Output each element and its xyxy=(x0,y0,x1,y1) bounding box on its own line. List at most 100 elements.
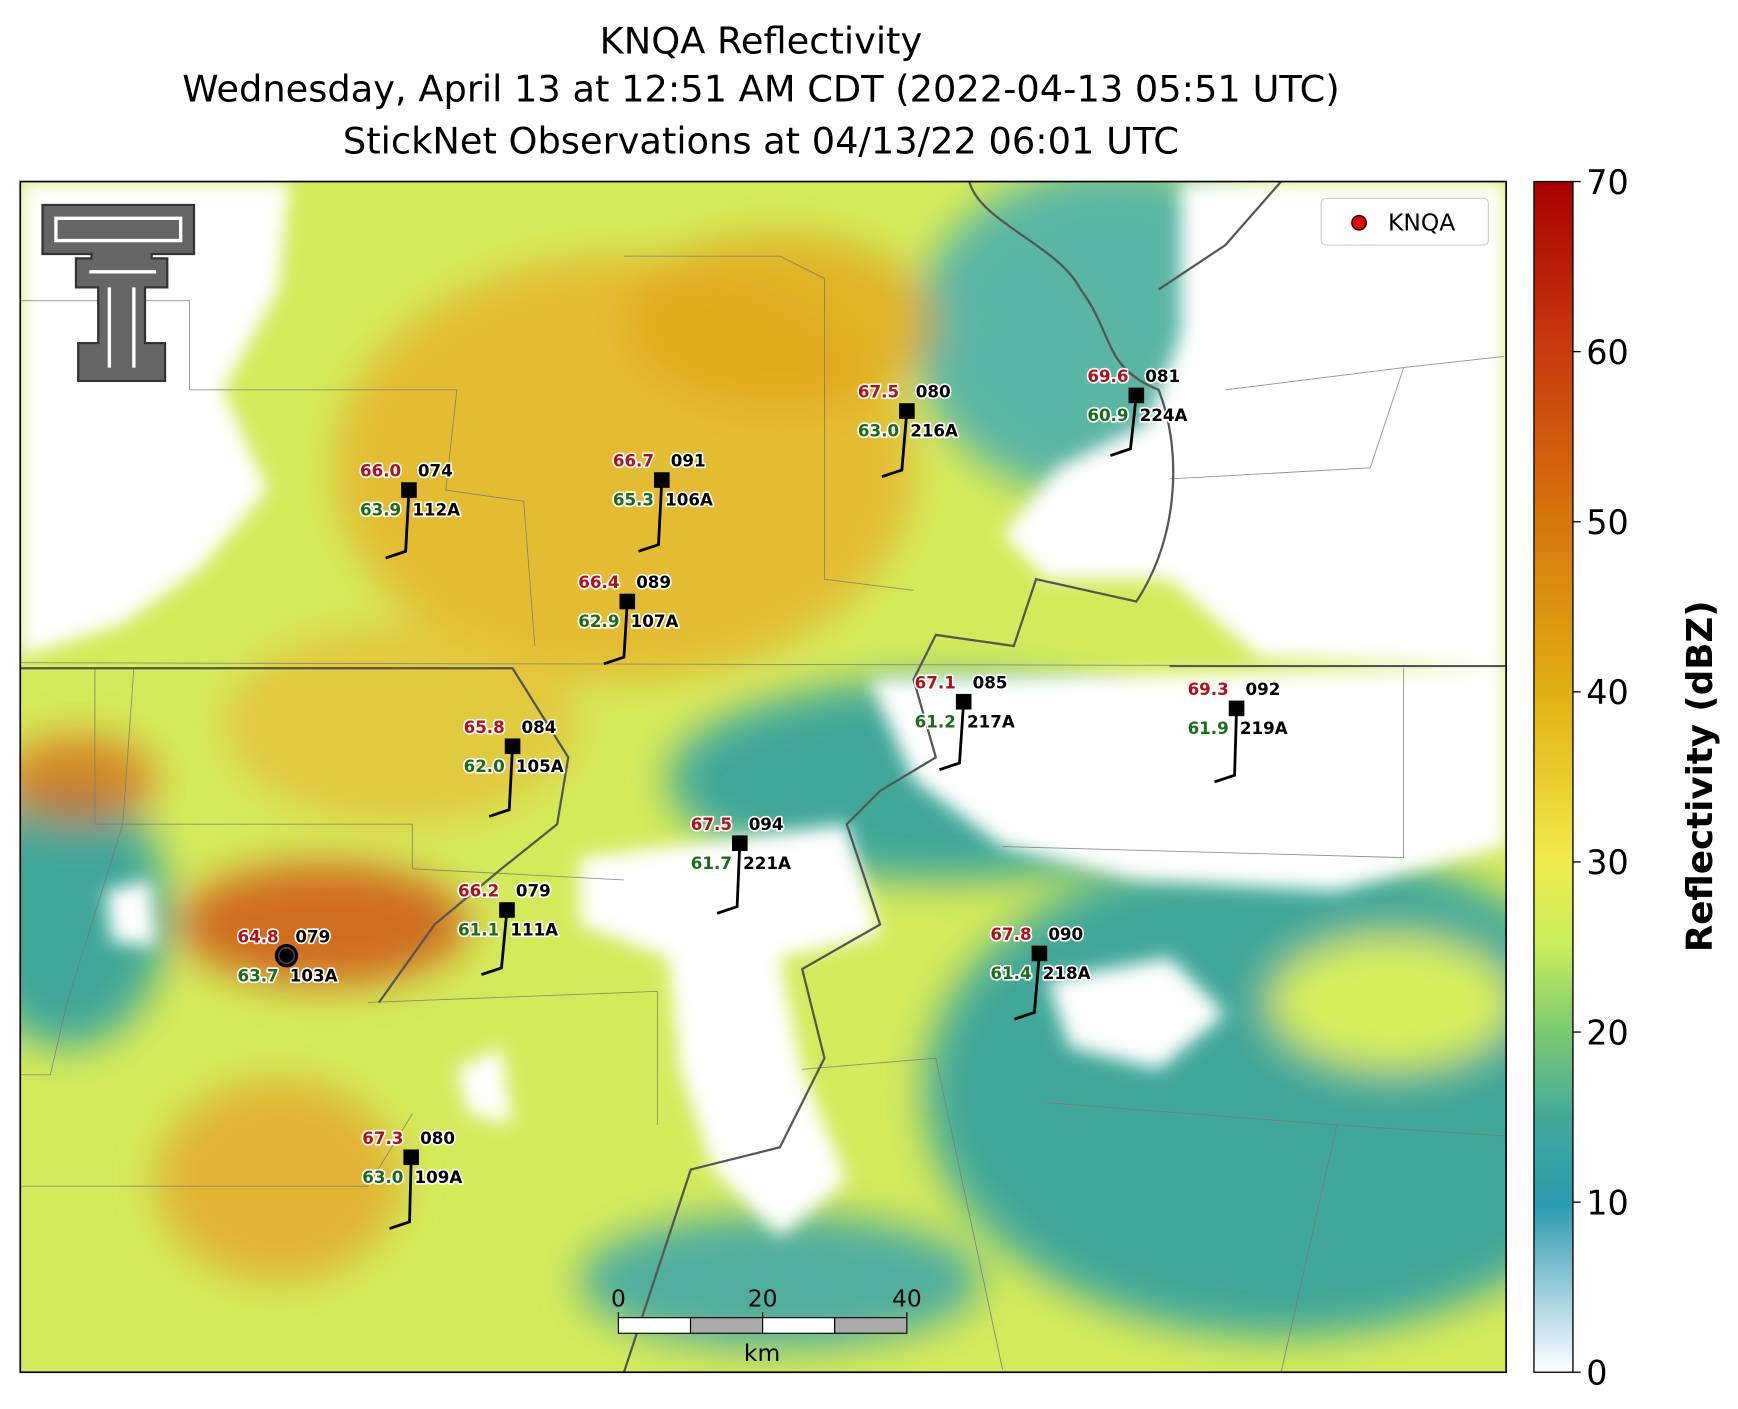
title-line: StickNet Observations at 04/13/22 06:01 … xyxy=(343,120,1179,163)
colorbar-tick-label: 10 xyxy=(1586,1183,1629,1222)
colorbar: Reflectivity (dBZ) 0 10 20 30 40 50 60 70 xyxy=(1533,163,1721,1392)
pressure: 085 xyxy=(973,672,1008,692)
scale-segment xyxy=(762,1317,836,1334)
legend: KNQA xyxy=(1320,197,1489,246)
station-id: 106A xyxy=(665,490,713,510)
legend-box xyxy=(1320,197,1489,246)
station-marker xyxy=(401,482,417,498)
station-marker xyxy=(654,472,670,488)
temperature: 66.7 xyxy=(613,451,654,471)
temperature: 67.1 xyxy=(915,672,956,692)
wind-barb xyxy=(481,909,509,976)
station-marker xyxy=(1031,945,1048,962)
dewpoint: 63.9 xyxy=(360,500,401,520)
scale-segment xyxy=(834,1317,908,1334)
pressure: 079 xyxy=(516,881,551,901)
station-id: 107A xyxy=(631,611,679,631)
colorbar-tick-label: 40 xyxy=(1586,673,1629,712)
temperature: 64.8 xyxy=(237,926,278,946)
pressure: 084 xyxy=(521,717,556,737)
legend-label: KNQA xyxy=(1388,209,1455,237)
temperature: 67.8 xyxy=(990,924,1031,944)
station-id: 217A xyxy=(967,711,1015,731)
scale-bar: km 0 20 40 xyxy=(611,1285,922,1368)
wind-barb xyxy=(385,490,411,560)
colorbar-tick-label: 50 xyxy=(1586,503,1629,542)
temperature: 69.3 xyxy=(1188,679,1229,699)
scale-unit: km xyxy=(744,1339,780,1367)
wind-barb xyxy=(939,701,966,771)
legend-marker xyxy=(1351,214,1367,231)
station-marker xyxy=(899,403,915,419)
wind-barb xyxy=(488,746,514,818)
wind-barb xyxy=(1013,953,1041,1021)
colorbar-tick-label: 60 xyxy=(1586,333,1629,372)
dewpoint: 65.3 xyxy=(613,490,654,510)
dewpoint: 61.4 xyxy=(990,963,1031,983)
station-id: 219A xyxy=(1240,718,1288,738)
pressure: 080 xyxy=(916,382,951,402)
map-frame xyxy=(19,180,1507,1374)
station-marker xyxy=(403,1149,420,1166)
station-id: 218A xyxy=(1043,963,1091,983)
wind-barb xyxy=(881,410,909,479)
scale-tick-label: 20 xyxy=(748,1285,778,1313)
dewpoint: 60.9 xyxy=(1087,405,1128,425)
station-id: 109A xyxy=(415,1167,463,1187)
temperature: 67.5 xyxy=(858,382,899,402)
wind-barb xyxy=(1214,708,1238,784)
station-id: 103A xyxy=(290,965,338,985)
pressure: 090 xyxy=(1048,924,1083,944)
temperature: 67.3 xyxy=(362,1128,403,1148)
temperature: 67.5 xyxy=(691,814,732,834)
colorbar-tick-label: 70 xyxy=(1586,163,1629,202)
scale-segment xyxy=(617,1317,692,1334)
station-id: 112A xyxy=(412,500,460,520)
scale-segment xyxy=(689,1317,764,1334)
radar-field xyxy=(20,181,1507,1373)
scale-tick-label: 0 xyxy=(611,1285,626,1313)
pressure: 074 xyxy=(418,461,453,481)
dewpoint: 63.0 xyxy=(362,1167,403,1187)
station-marker xyxy=(955,693,972,710)
wind-barb xyxy=(389,1157,413,1230)
pressure: 094 xyxy=(749,814,784,834)
temperature: 66.2 xyxy=(458,881,499,901)
scale-tick-label: 40 xyxy=(892,1285,922,1313)
wind-barb xyxy=(603,601,629,666)
dewpoint: 61.1 xyxy=(458,920,499,940)
station-id: 224A xyxy=(1140,405,1188,425)
pressure: 092 xyxy=(1245,679,1280,699)
logo xyxy=(41,203,196,383)
station-marker xyxy=(1128,387,1145,404)
pressure: 089 xyxy=(636,572,671,592)
colorbar-tick-label: 30 xyxy=(1586,843,1629,882)
temperature: 66.0 xyxy=(360,461,401,481)
pressure: 079 xyxy=(295,926,330,946)
dewpoint: 61.9 xyxy=(1188,718,1229,738)
dewpoint: 61.2 xyxy=(915,711,956,731)
temperature: 65.8 xyxy=(464,717,505,737)
colorbar-label: Reflectivity (dBZ) xyxy=(1680,601,1721,953)
station-marker xyxy=(1228,700,1245,717)
stations: 66.0 074 63.9 112A 66.7 091 65.3 106A 66.4 089 62.… xyxy=(236,364,1289,1230)
temperature: 66.4 xyxy=(578,572,619,592)
dewpoint: 61.7 xyxy=(691,853,732,873)
station-id: 216A xyxy=(910,421,958,441)
wind-barb xyxy=(637,479,664,553)
title-line: Wednesday, April 13 at 12:51 AM CDT (202… xyxy=(182,67,1339,110)
colorbar-gradient xyxy=(1533,180,1574,1373)
station-marker xyxy=(731,835,748,851)
wind-barb xyxy=(716,843,742,915)
dewpoint: 63.0 xyxy=(858,421,899,441)
station-marker-ring xyxy=(277,947,296,965)
dewpoint: 62.0 xyxy=(464,756,505,776)
station-marker xyxy=(619,593,636,610)
pressure: 081 xyxy=(1145,366,1180,386)
pressure: 091 xyxy=(671,451,706,471)
station-marker xyxy=(504,738,521,755)
title-line: KNQA Reflectivity xyxy=(600,19,923,62)
station-marker xyxy=(499,902,515,918)
